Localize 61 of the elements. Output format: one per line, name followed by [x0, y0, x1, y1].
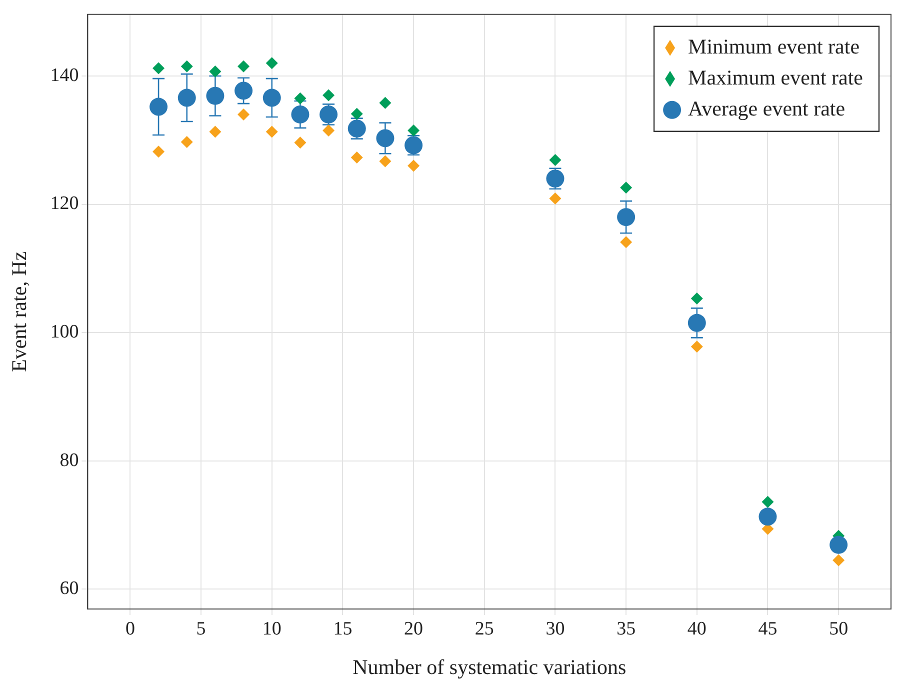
point	[690, 340, 703, 353]
point	[152, 62, 165, 74]
y-axis-title: Event rate, Hz	[7, 251, 32, 372]
point	[206, 86, 224, 105]
y-tick-label: 120	[50, 193, 79, 214]
point	[617, 208, 636, 226]
point	[266, 126, 278, 138]
point	[209, 65, 222, 78]
point	[294, 92, 306, 104]
point	[322, 89, 335, 102]
point	[620, 182, 632, 194]
point	[152, 146, 165, 158]
point	[294, 136, 306, 149]
point	[350, 108, 363, 120]
point	[832, 554, 845, 566]
x-tick-label: 40	[687, 618, 706, 640]
x-tick-label: 30	[546, 618, 565, 640]
point	[408, 160, 420, 172]
y-tick-label: 80	[60, 450, 79, 471]
point	[830, 536, 848, 554]
legend-label: Minimum event rate	[688, 34, 860, 58]
point	[348, 120, 366, 138]
point	[150, 98, 168, 116]
point	[376, 129, 394, 148]
x-tick-label: 25	[474, 618, 494, 640]
y-tick-label: 100	[50, 322, 79, 343]
point	[180, 136, 193, 148]
x-tick-label: 50	[829, 618, 848, 640]
x-tick-label: 35	[616, 618, 636, 640]
x-axis-title: Number of systematic variations	[352, 654, 626, 679]
point	[350, 151, 363, 164]
point	[266, 57, 278, 70]
point	[262, 88, 281, 107]
x-tick-label: 20	[404, 618, 424, 640]
point	[238, 60, 250, 72]
x-tick-label: 15	[333, 618, 352, 640]
point	[549, 192, 562, 204]
point	[234, 82, 253, 100]
point	[291, 105, 310, 124]
point	[379, 96, 392, 109]
point	[178, 88, 196, 107]
x-tick-label: 5	[196, 618, 206, 640]
x-tick-label: 45	[758, 618, 778, 640]
point	[690, 292, 703, 305]
point	[379, 155, 392, 168]
point	[238, 108, 250, 120]
point	[408, 124, 420, 136]
y-tick-label: 60	[60, 578, 79, 600]
y-tick-label: 140	[50, 64, 79, 86]
point	[688, 314, 706, 332]
point	[180, 60, 193, 72]
point	[209, 126, 222, 138]
point	[549, 154, 562, 166]
x-tick-label: 10	[262, 618, 282, 640]
legend-label: Average event rate	[688, 96, 846, 120]
point	[322, 124, 335, 136]
point	[620, 236, 632, 248]
legend-label: Maximum event rate	[688, 65, 864, 90]
x-tick-label: 0	[125, 618, 135, 640]
point	[758, 508, 777, 526]
point	[762, 496, 774, 508]
